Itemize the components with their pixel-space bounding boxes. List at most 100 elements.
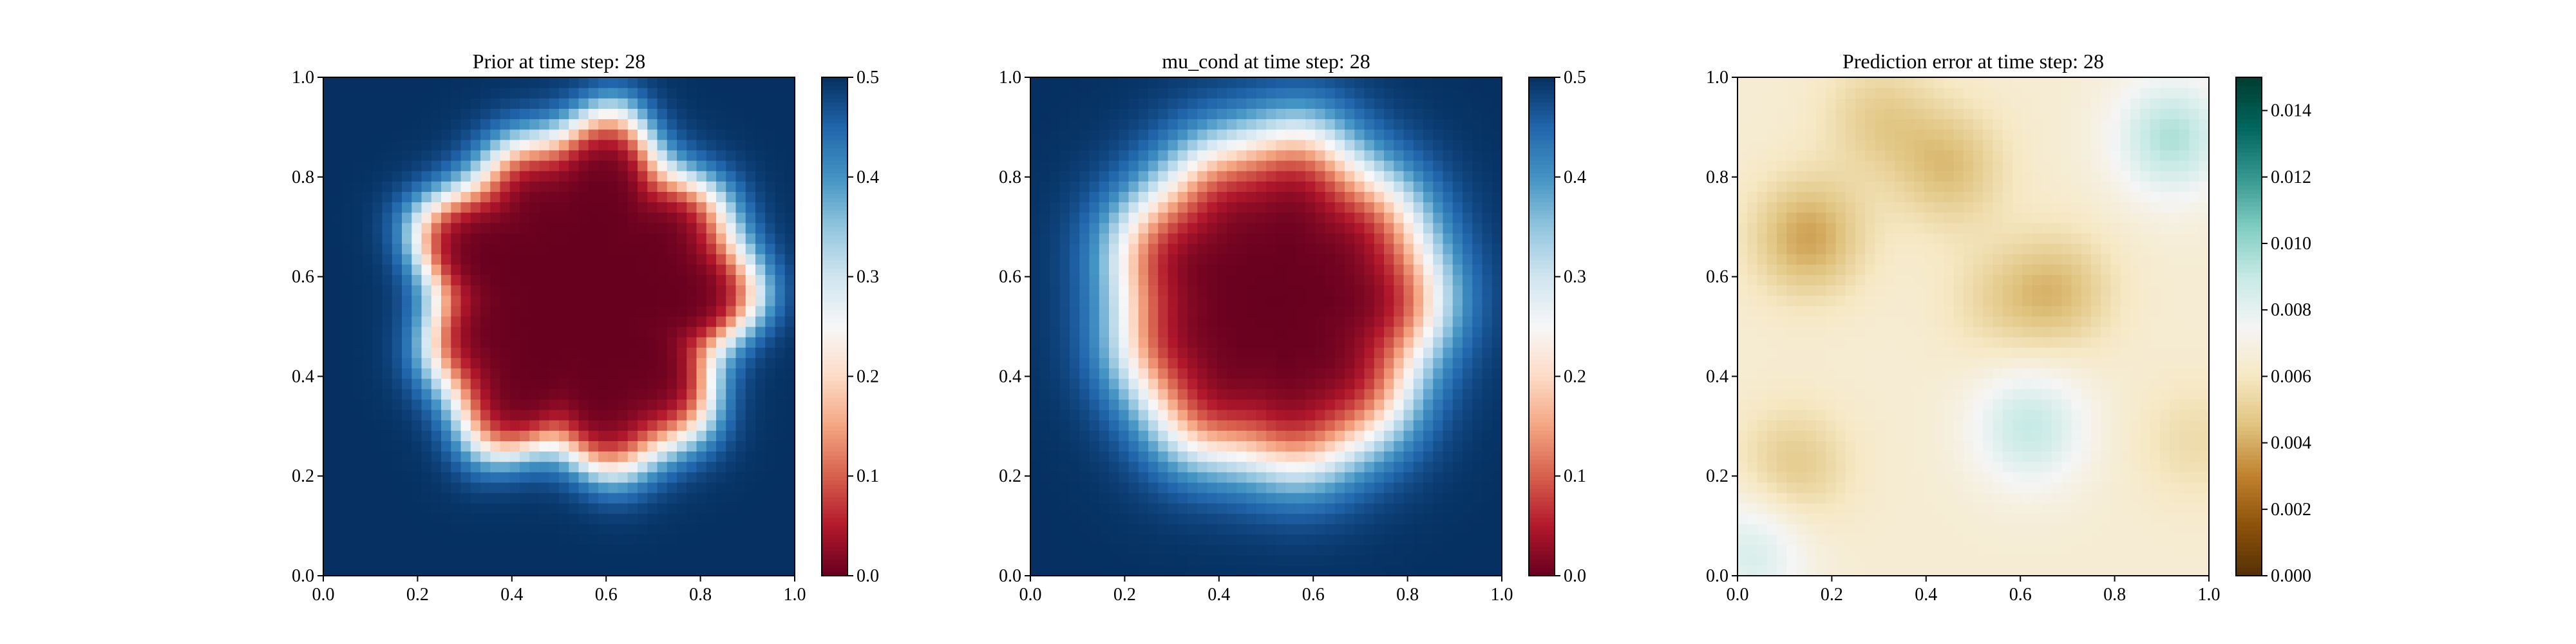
heatmap-cell [1354, 440, 1365, 452]
heatmap-cell [1354, 337, 1365, 348]
heatmap-cell [1246, 108, 1257, 120]
heatmap-cell [1197, 118, 1208, 130]
heatmap-cell [333, 565, 344, 576]
heatmap-cell [1403, 482, 1414, 493]
heatmap-cell [687, 264, 697, 275]
heatmap-cell [1109, 493, 1119, 504]
heatmap-cell [1079, 357, 1090, 369]
heatmap-cell [333, 534, 344, 545]
heatmap-cell [549, 565, 560, 576]
heatmap-cell [1119, 327, 1130, 337]
heatmap-cell [618, 88, 629, 99]
heatmap-cell [1305, 222, 1316, 234]
heatmap-cell [363, 534, 373, 545]
heatmap-cell [1403, 337, 1414, 348]
heatmap-cell [588, 264, 599, 275]
heatmap-cell [1030, 77, 1041, 88]
heatmap-cell [1168, 254, 1179, 265]
colorbar: 0.00.10.20.30.40.5 [821, 68, 879, 586]
heatmap-cell [745, 368, 756, 379]
heatmap-cell [667, 149, 677, 161]
heatmap-cell [421, 88, 432, 99]
heatmap-cell [1217, 430, 1227, 441]
heatmap-cell [1177, 471, 1188, 483]
heatmap-cell [1089, 254, 1100, 265]
heatmap-cell [716, 243, 726, 254]
heatmap-cell [1334, 77, 1345, 88]
heatmap-cell [1492, 565, 1502, 576]
heatmap-cell [784, 410, 795, 421]
heatmap-cell [480, 98, 491, 109]
heatmap-cell [1345, 534, 1355, 545]
heatmap-cell [1354, 554, 1365, 566]
heatmap-cell [578, 461, 589, 473]
heatmap-cell [1315, 368, 1326, 379]
heatmap-cell [1295, 202, 1306, 213]
heatmap-cell [1374, 98, 1385, 109]
colorbar-segment [1529, 468, 1555, 473]
heatmap-cell [1452, 378, 1463, 390]
heatmap-cell [657, 524, 668, 535]
heatmap-cell [500, 503, 511, 514]
heatmap-cell [1040, 524, 1051, 535]
heatmap-cell [1384, 544, 1394, 556]
heatmap-cell [667, 430, 677, 441]
heatmap-cell [755, 368, 766, 379]
heatmap-cell [1443, 202, 1454, 213]
colorbar-segment [822, 198, 848, 203]
heatmap-cell [323, 264, 334, 275]
heatmap-cell [1482, 149, 1493, 161]
heatmap-cell [627, 285, 638, 296]
heatmap-cell [1394, 513, 1405, 524]
heatmap-cell [500, 171, 511, 182]
heatmap-cell [1119, 503, 1130, 514]
heatmap-cell [352, 222, 363, 234]
heatmap-cell [480, 254, 491, 265]
heatmap-cell [1364, 202, 1375, 213]
heatmap-cell [392, 534, 402, 545]
colorbar-segment [1529, 422, 1555, 427]
heatmap-cell [1050, 264, 1061, 275]
heatmap-cell [696, 347, 707, 358]
colorbar-segment [1529, 193, 1555, 198]
heatmap-cell [618, 482, 629, 493]
heatmap-cell [1079, 202, 1090, 213]
heatmap-cell [1148, 378, 1159, 390]
heatmap-cell [647, 305, 658, 317]
heatmap-cell [372, 295, 383, 307]
heatmap-cell [598, 295, 609, 307]
heatmap-cell [1148, 513, 1159, 524]
heatmap-cell [677, 357, 687, 369]
heatmap-cell [1207, 327, 1218, 337]
heatmap-cell [667, 565, 677, 576]
heatmap-cell [421, 305, 432, 317]
heatmap-cell [1384, 410, 1394, 421]
heatmap-cell [775, 410, 786, 421]
heatmap-cell [1345, 451, 1355, 462]
heatmap-cell [1738, 274, 1748, 286]
heatmap-cell [1738, 149, 1748, 161]
colorbar-segment [1529, 235, 1555, 240]
heatmap-cell [1492, 118, 1502, 130]
heatmap-cell [1217, 129, 1227, 140]
heatmap-cell [784, 420, 795, 431]
colorbar-segment [1529, 484, 1555, 489]
heatmap-cell [775, 347, 786, 358]
heatmap-cell [1443, 482, 1454, 493]
heatmap-cell [1315, 410, 1326, 421]
heatmap-cell [726, 544, 737, 556]
heatmap-cell [1168, 243, 1179, 254]
heatmap-cell [352, 88, 363, 99]
heatmap-cell [1089, 378, 1100, 390]
heatmap-cell [735, 181, 746, 192]
heatmap-cell [608, 524, 619, 535]
heatmap-cell [608, 243, 619, 254]
heatmap-cell [441, 554, 451, 566]
heatmap-cell [726, 451, 737, 462]
heatmap-cell [352, 77, 363, 88]
heatmap-cell [696, 232, 707, 244]
heatmap-cell [1040, 264, 1051, 275]
heatmap-cell [520, 98, 530, 109]
colorbar-segment [822, 368, 848, 373]
heatmap-cell [333, 181, 344, 192]
